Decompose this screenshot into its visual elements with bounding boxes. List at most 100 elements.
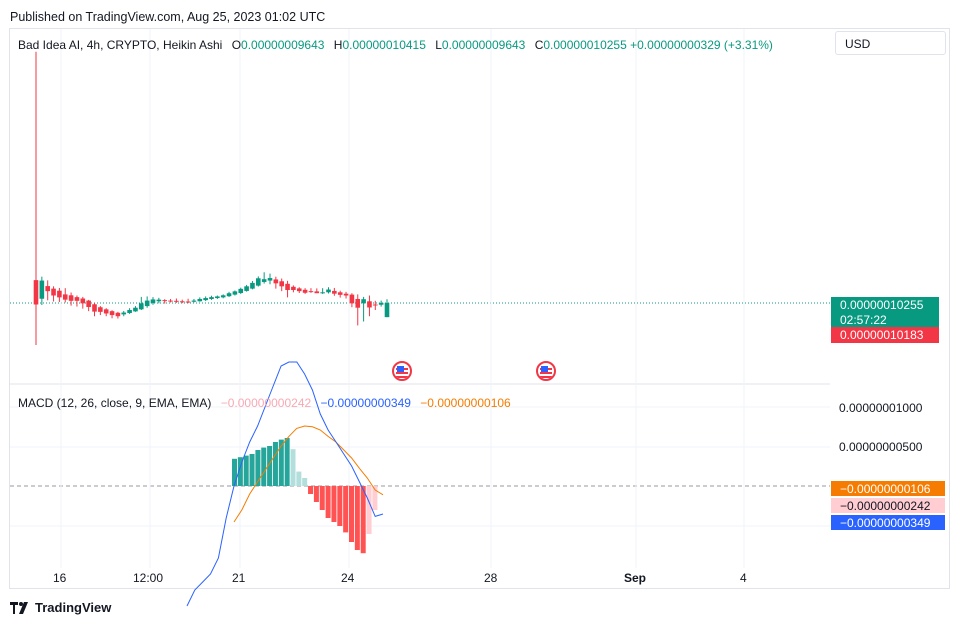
brand-name: TradingView xyxy=(35,600,112,615)
high-value: 0.00000010415 xyxy=(342,38,426,52)
macd-line[interactable] xyxy=(186,361,384,607)
candle-body xyxy=(133,307,138,312)
candle-body xyxy=(139,303,144,310)
candle-body xyxy=(226,293,232,297)
change-value: +0.00000000329 (+3.31%) xyxy=(630,38,773,52)
candle-body xyxy=(220,295,226,298)
macd-line-value: −0.00000000349 xyxy=(320,396,411,410)
macd-histogram-bar xyxy=(366,486,372,534)
macd-axis-label: 0.00000001000 xyxy=(839,401,923,415)
x-axis-label: 28 xyxy=(484,571,498,585)
last-price-tag: 0.00000010255 xyxy=(831,297,939,313)
candle-body xyxy=(45,286,50,292)
tradingview-logo-icon xyxy=(10,601,28,614)
candle-body xyxy=(355,298,361,308)
candle-body xyxy=(203,298,208,301)
candle-body xyxy=(185,301,191,303)
currency-selector[interactable]: USD xyxy=(835,31,946,55)
candle-body xyxy=(244,286,249,291)
x-axis-label: 12:00 xyxy=(133,571,164,585)
candle-body xyxy=(127,310,132,314)
candle-body xyxy=(215,296,220,299)
chart-frame[interactable] xyxy=(9,28,950,589)
candle-body xyxy=(197,298,203,302)
candle-body xyxy=(238,288,244,293)
candle-body xyxy=(291,286,296,291)
macd-histogram[interactable] xyxy=(232,438,378,554)
macd-hist-value: −0.00000000242 xyxy=(220,396,312,410)
candle-body xyxy=(326,289,331,293)
grid-lines xyxy=(10,29,830,568)
candle-body xyxy=(256,278,261,286)
candle-body xyxy=(98,307,103,312)
candle-body xyxy=(296,288,302,292)
candle-body xyxy=(115,312,121,317)
x-axis-label: 4 xyxy=(740,571,747,585)
candle-body xyxy=(337,292,343,295)
macd-histogram-bar xyxy=(255,450,261,486)
macd-histogram-bar xyxy=(232,458,237,486)
candle-body xyxy=(314,291,320,294)
candle-body xyxy=(267,278,273,281)
x-axis-label: Sep xyxy=(624,571,647,585)
us-flag-event-icon[interactable] xyxy=(392,361,412,381)
candle-body xyxy=(361,299,366,304)
macd-histogram-bar xyxy=(243,455,249,486)
candlestick-series[interactable] xyxy=(33,51,390,345)
candle-body xyxy=(367,301,372,308)
macd-histogram-bar xyxy=(313,486,319,502)
macd-histogram-bar xyxy=(278,439,284,486)
macd-histogram-bar xyxy=(325,486,331,518)
high-label: H xyxy=(333,38,343,52)
macd-signal-tag: −0.00000000106 xyxy=(831,481,945,496)
x-axis-label: 24 xyxy=(341,571,355,585)
candle-body xyxy=(150,299,156,304)
low-label: L xyxy=(435,38,442,52)
candle-body xyxy=(92,304,97,312)
macd-histogram-bar xyxy=(343,486,349,533)
candle-body xyxy=(343,293,349,296)
low-value: 0.00000009643 xyxy=(441,38,526,52)
us-flag-event-icon[interactable] xyxy=(536,361,556,381)
macd-histogram-bar xyxy=(302,478,308,486)
macd-histogram-bar xyxy=(360,486,366,554)
macd-title[interactable]: MACD (12, 26, close, 9, EMA, EMA) xyxy=(18,396,212,410)
candle-body xyxy=(209,297,214,299)
symbol-title[interactable]: Bad Idea AI, 4h, CRYPTO, Heikin Ashi xyxy=(18,38,223,52)
candle-body xyxy=(57,290,62,298)
macd-histogram-bar xyxy=(331,486,337,522)
macd-histogram-bar xyxy=(319,486,325,510)
candle-body xyxy=(349,294,355,304)
close-value: 0.00000010255 xyxy=(543,38,627,52)
candle-body xyxy=(33,280,39,305)
published-caption: Published on TradingView.com, Aug 25, 20… xyxy=(10,10,326,24)
candle-body xyxy=(261,279,267,282)
candle-body xyxy=(168,300,173,302)
candle-body xyxy=(121,312,127,315)
macd-histogram-bar xyxy=(237,457,243,486)
candle-body xyxy=(68,295,74,301)
bar-countdown-tag: 02:57:22 xyxy=(831,312,939,327)
candle-body xyxy=(273,279,279,284)
macd-histogram-bar xyxy=(290,449,296,486)
open-value: 0.00000009643 xyxy=(241,38,325,52)
candle-body xyxy=(302,289,308,293)
secondary-price-tag: 0.00000010183 xyxy=(831,327,939,343)
close-label: C xyxy=(534,38,544,52)
candle-body xyxy=(285,283,290,291)
tradingview-brand[interactable]: TradingView xyxy=(10,600,111,615)
candle-body xyxy=(162,300,167,302)
candle-body xyxy=(232,291,238,295)
candle-body xyxy=(80,298,86,304)
candle-body xyxy=(308,291,314,293)
candle-body xyxy=(51,288,56,296)
candle-body xyxy=(103,309,109,314)
macd-histogram-bar xyxy=(267,446,273,486)
candle-body xyxy=(191,300,197,302)
macd-signal-line[interactable] xyxy=(233,425,384,523)
candle-body xyxy=(62,294,68,300)
macd-histogram-bar xyxy=(354,486,360,550)
macd-histogram-bar xyxy=(296,471,302,486)
candle-body xyxy=(320,292,325,294)
